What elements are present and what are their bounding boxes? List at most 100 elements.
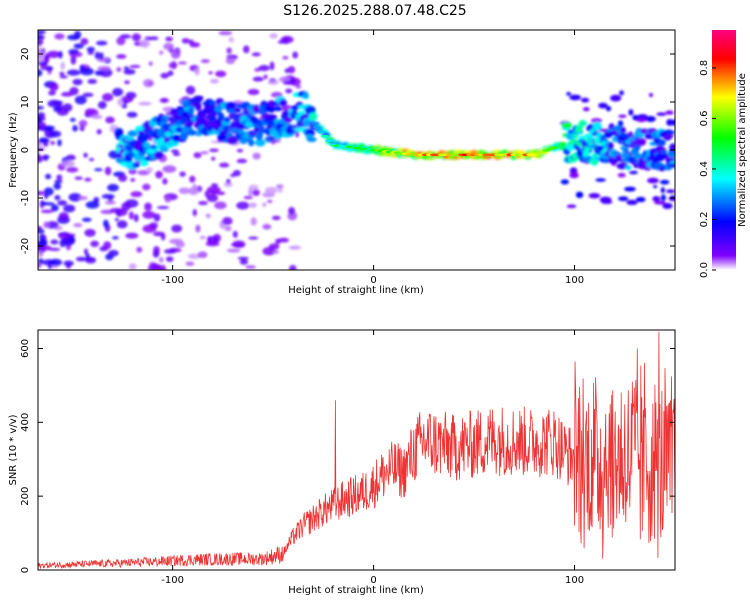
noise-blob	[43, 193, 49, 199]
noise-blob	[635, 196, 646, 203]
noise-blob	[123, 66, 130, 70]
noise-blob	[38, 121, 47, 130]
noise-blob	[73, 43, 84, 49]
noise-blob	[38, 251, 44, 257]
spectrogram-cell	[278, 98, 288, 107]
noise-blob	[59, 71, 65, 76]
noise-blob	[38, 116, 43, 124]
noise-blob	[91, 114, 103, 119]
noise-blob	[656, 112, 667, 116]
noise-blob	[659, 179, 670, 185]
noise-blob	[251, 52, 261, 57]
noise-blob	[590, 118, 603, 124]
noise-blob	[38, 228, 45, 234]
noise-blob	[95, 40, 108, 46]
noise-blob	[269, 61, 275, 71]
spectrogram-cell	[179, 131, 189, 140]
noise-blob	[74, 30, 82, 39]
spectrogram-cell	[116, 128, 124, 135]
spectrogram-cell	[131, 162, 141, 168]
noise-blob	[38, 61, 49, 65]
spectrogram-cell	[234, 107, 242, 113]
noise-blob	[75, 256, 86, 262]
noise-blob	[96, 128, 102, 135]
noise-blob	[654, 200, 666, 205]
noise-blob	[618, 114, 627, 118]
x-tick-label: 100	[565, 575, 584, 586]
spectrogram-cell	[572, 133, 579, 139]
spectrogram-xlabel: Height of straight line (km)	[288, 285, 424, 296]
noise-blob	[49, 82, 59, 92]
noise-blob	[248, 188, 253, 197]
noise-blob	[64, 239, 73, 247]
noise-blob	[159, 264, 167, 270]
noise-blob	[48, 90, 56, 96]
spectrogram-cell	[633, 153, 644, 159]
spectrogram-cell	[273, 106, 283, 112]
noise-blob	[147, 263, 162, 270]
noise-blob	[179, 171, 186, 177]
noise-blob	[245, 265, 257, 269]
noise-blob	[566, 204, 577, 209]
spectrogram-cell	[193, 95, 204, 101]
noise-blob	[38, 258, 44, 265]
noise-blob	[628, 170, 638, 175]
noise-blob	[85, 201, 100, 209]
colorbar-gradient	[712, 30, 736, 270]
spectrogram-cell	[565, 131, 576, 141]
y-tick-label: 0	[20, 567, 31, 573]
ridge-peak	[313, 125, 322, 129]
noise-blob	[582, 107, 590, 112]
noise-blob	[44, 65, 54, 72]
noise-blob	[580, 97, 590, 103]
noise-blob	[205, 241, 220, 247]
noise-blob	[219, 162, 230, 168]
noise-blob	[278, 237, 290, 243]
noise-blob	[58, 50, 63, 59]
noise-blob	[40, 209, 54, 214]
noise-blob	[175, 241, 185, 248]
noise-blob	[87, 79, 98, 84]
spectrogram-cell	[578, 120, 587, 127]
noise-blob	[128, 263, 137, 270]
noise-blob	[108, 249, 119, 257]
noise-blob	[206, 194, 219, 203]
noise-blob	[189, 42, 201, 48]
noise-blob	[144, 202, 152, 211]
noise-blob	[178, 61, 187, 65]
noise-blob	[50, 239, 59, 245]
noise-blob	[58, 232, 71, 240]
spectrogram-cell	[619, 126, 626, 134]
noise-blob	[211, 183, 219, 187]
noise-blob	[139, 39, 151, 48]
noise-blob	[38, 190, 45, 196]
spectrogram-cell	[160, 147, 169, 153]
noise-blob	[601, 200, 613, 204]
spectrogram-cell	[659, 153, 670, 159]
colorbar-tick-label: 0.4	[699, 161, 710, 177]
noise-blob	[39, 238, 48, 247]
noise-blob	[38, 48, 43, 52]
noise-blob	[229, 173, 236, 178]
noise-blob	[130, 178, 136, 182]
spectrogram-cell	[575, 124, 583, 134]
noise-blob	[70, 55, 77, 65]
noise-blob	[145, 166, 153, 173]
spectrogram-cell	[225, 101, 237, 108]
noise-blob	[63, 260, 74, 267]
noise-blob	[74, 176, 83, 180]
noise-blob	[80, 38, 89, 46]
noise-blob	[205, 213, 211, 219]
noise-blob	[38, 225, 43, 230]
noise-blob	[146, 81, 154, 86]
noise-blob	[78, 119, 88, 127]
spectrogram-marks	[38, 30, 675, 270]
noise-blob	[121, 103, 128, 109]
noise-blob	[277, 186, 283, 193]
noise-blob	[38, 155, 44, 163]
noise-blob	[282, 80, 296, 85]
noise-blob	[57, 139, 62, 147]
spectrogram-cell	[660, 150, 668, 155]
noise-blob	[84, 256, 97, 264]
spectrogram-cell	[223, 116, 231, 123]
